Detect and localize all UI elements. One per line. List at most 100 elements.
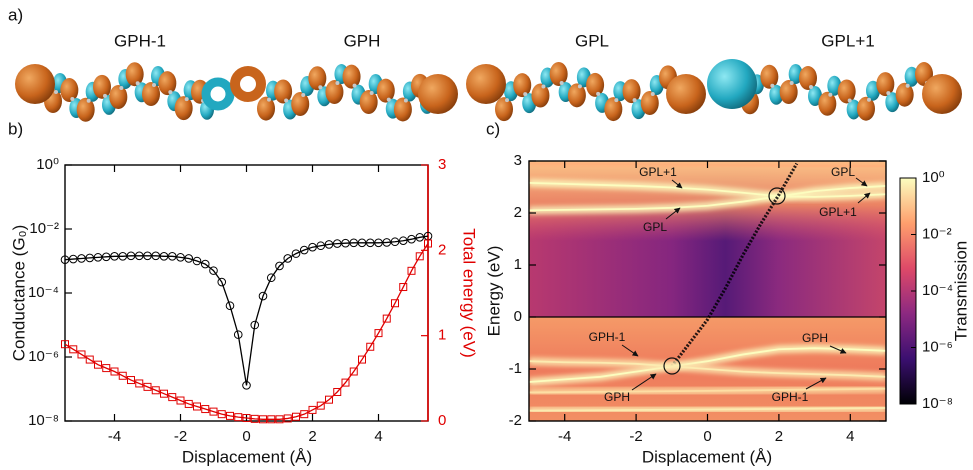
annotation-arrow <box>665 207 681 220</box>
orbital-images <box>15 59 962 122</box>
data-marker <box>341 378 350 387</box>
data-marker <box>176 253 185 262</box>
data-marker <box>226 411 234 420</box>
orbital-lobe <box>846 99 861 120</box>
atom <box>505 98 509 103</box>
data-marker <box>382 314 391 323</box>
x-tick-label: 0 <box>703 428 711 445</box>
data-marker <box>151 251 161 261</box>
data-marker <box>110 367 119 376</box>
heatmap-background <box>529 161 886 241</box>
x-tick-label: -4 <box>108 428 121 445</box>
band <box>529 185 886 212</box>
crossing-marker <box>663 357 681 375</box>
orbital-lobe <box>567 83 586 108</box>
orbital-label: GPL+1 <box>821 31 874 50</box>
annotation-arrow <box>631 373 657 391</box>
atom <box>86 98 91 103</box>
data-marker <box>349 367 358 376</box>
data-marker <box>382 238 392 247</box>
data-marker <box>168 393 177 402</box>
data-marker <box>424 239 432 248</box>
data-marker <box>200 259 210 269</box>
atom <box>352 83 357 88</box>
data-marker <box>69 345 78 354</box>
data-marker <box>275 261 284 271</box>
data-marker <box>77 254 86 263</box>
orbital-lobe <box>125 62 144 87</box>
atom <box>54 90 58 94</box>
series-line <box>64 235 429 386</box>
y-axis-label: Energy (eV) <box>484 246 503 337</box>
atom <box>369 91 374 96</box>
annotation: GPH <box>604 390 630 404</box>
atom <box>119 86 124 91</box>
orbital-lobe <box>201 77 235 111</box>
data-marker <box>127 376 135 385</box>
x-tick-label: 4 <box>846 428 854 445</box>
data-marker <box>134 251 144 261</box>
atom <box>184 97 189 102</box>
data-marker <box>250 414 259 423</box>
atom <box>541 84 546 89</box>
data-marker <box>94 360 102 369</box>
data-marker <box>85 355 94 364</box>
y2-axis-label: Total energy (eV) <box>460 228 479 357</box>
data-marker <box>209 407 218 416</box>
annotation: GPH <box>802 331 828 345</box>
atom <box>847 98 852 103</box>
orbital-lobe <box>604 97 623 122</box>
data-marker <box>332 239 342 248</box>
annotation-arrow <box>805 377 827 390</box>
data-marker <box>316 401 325 410</box>
atom <box>403 98 408 103</box>
x-tick-label: 4 <box>374 428 382 445</box>
orbital-lobe <box>495 97 513 122</box>
orbital-label: GPH-1 <box>114 31 166 50</box>
atom <box>559 81 564 86</box>
x-tick-label: 2 <box>775 428 783 445</box>
data-marker <box>398 236 408 246</box>
data-marker <box>324 240 334 249</box>
data-marker <box>184 399 193 408</box>
data-marker <box>192 256 202 266</box>
data-marker <box>159 252 169 261</box>
atom <box>168 90 173 95</box>
orbital-lobe <box>707 59 757 109</box>
data-marker <box>193 402 201 411</box>
y-tick-label: -1 <box>509 360 522 377</box>
orbital-lobe <box>895 82 914 107</box>
atom <box>789 81 794 86</box>
y-tick-label: 0 <box>514 308 522 325</box>
orbital-lobe <box>586 72 605 97</box>
band <box>529 181 886 198</box>
annotation-arrow <box>671 179 683 189</box>
orbital-lobe <box>274 79 293 104</box>
data-marker <box>126 251 136 261</box>
data-marker <box>308 242 317 252</box>
atom <box>650 92 655 97</box>
data-marker <box>358 355 366 364</box>
colorbar-tick-label: 10⁻⁶ <box>922 338 953 355</box>
data-marker <box>61 340 69 349</box>
y-tick-label: 10⁻⁴ <box>28 284 59 301</box>
atom <box>386 97 391 102</box>
atom <box>809 85 813 90</box>
orbital-lobe <box>622 79 641 104</box>
data-marker <box>225 301 235 311</box>
data-marker <box>300 410 309 419</box>
data-marker <box>217 410 226 419</box>
y-tick-label: 10⁰ <box>36 156 59 173</box>
atom <box>70 97 75 102</box>
data-marker <box>160 389 168 398</box>
y-axis-label: Conductance (G₀) <box>9 225 28 362</box>
orbital-lobe <box>760 64 779 89</box>
orbital-lobe <box>837 79 856 104</box>
data-marker <box>349 238 359 248</box>
y2-tick-label: 0 <box>438 412 446 429</box>
data-marker <box>415 233 425 242</box>
data-marker <box>217 277 227 287</box>
y-tick-label: 3 <box>514 152 522 169</box>
